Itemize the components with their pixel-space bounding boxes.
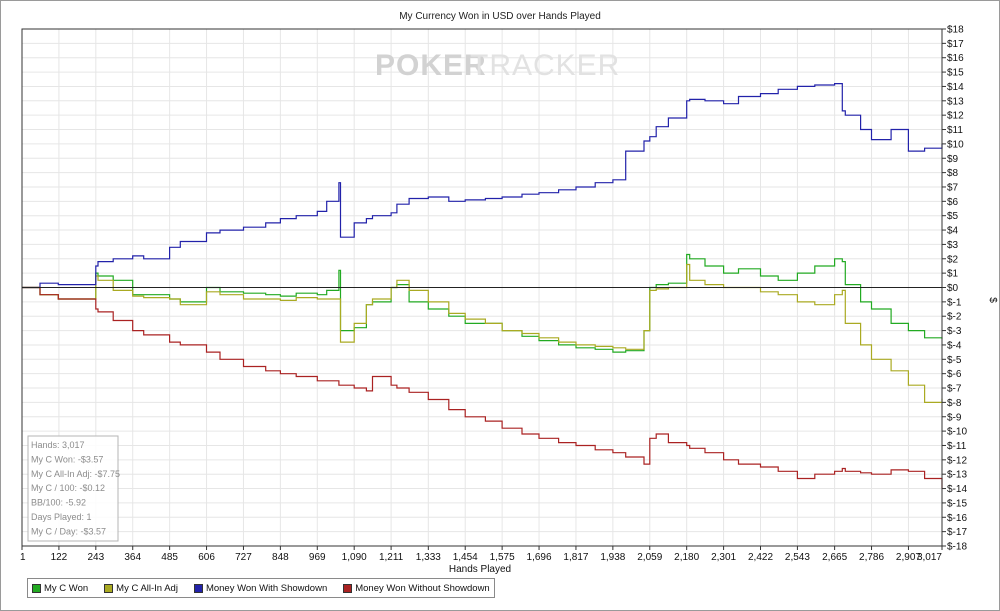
legend-item: Money Won With Showdown bbox=[193, 582, 328, 594]
y-tick-label: $-5 bbox=[947, 355, 962, 366]
x-tick-label: 1,090 bbox=[342, 552, 367, 563]
y-tick-label: $12 bbox=[947, 111, 964, 122]
x-axis-title: Hands Played bbox=[449, 564, 511, 575]
y-tick-label: $-8 bbox=[947, 398, 962, 409]
stats-line: My C / Day: -$3.57 bbox=[31, 526, 106, 536]
x-tick-label: 2,907 bbox=[896, 552, 921, 563]
stats-line: My C All-In Adj: -$7.75 bbox=[31, 469, 120, 479]
y-tick-label: $10 bbox=[947, 139, 964, 150]
y-tick-label: $8 bbox=[947, 168, 959, 179]
x-tick-label: 2,422 bbox=[748, 552, 773, 563]
x-tick-label: 1,938 bbox=[600, 552, 625, 563]
legend-swatch bbox=[343, 583, 353, 593]
x-tick-label: 485 bbox=[161, 552, 178, 563]
x-tick-label: 122 bbox=[51, 552, 68, 563]
x-tick-label: 969 bbox=[309, 552, 326, 563]
stats-panel bbox=[27, 435, 119, 542]
x-tick-label: 1,333 bbox=[416, 552, 441, 563]
y-tick-label: $-14 bbox=[947, 484, 967, 495]
x-tick-label: 364 bbox=[124, 552, 141, 563]
y-tick-label: $5 bbox=[947, 211, 959, 222]
y-axis-title: $ bbox=[987, 297, 998, 303]
legend-item: Money Won Without Showdown bbox=[343, 582, 490, 594]
x-tick-label: 1,575 bbox=[490, 552, 515, 563]
x-tick-label: 1,696 bbox=[527, 552, 552, 563]
y-tick-label: $-3 bbox=[947, 326, 962, 337]
stats-box: Hands: 3,017 My C Won: -$3.57 My C All-In … bbox=[27, 435, 120, 542]
x-tick-label: 606 bbox=[198, 552, 215, 563]
y-tick-label: $11 bbox=[947, 125, 963, 136]
legend-swatch bbox=[104, 583, 114, 593]
series-group bbox=[22, 83, 943, 489]
watermark-text: POKER bbox=[375, 49, 487, 82]
y-tick-label: $0 bbox=[947, 283, 959, 294]
legend: My C Won My C All-In Adj Money Won With Sh… bbox=[27, 578, 495, 598]
x-tick-label: 2,059 bbox=[637, 552, 662, 563]
stats-line: My C Won: -$3.57 bbox=[31, 454, 103, 464]
y-tick-label: $18 bbox=[947, 25, 964, 36]
x-tick-label: 1,211 bbox=[379, 552, 404, 563]
stats-line: My C / 100: -$0.12 bbox=[31, 483, 105, 493]
x-tick-label: 243 bbox=[87, 552, 104, 563]
legend-label: My C All-In Adj bbox=[116, 582, 178, 594]
y-tick-label: $-6 bbox=[947, 369, 962, 380]
y-tick-label: $15 bbox=[947, 68, 964, 79]
chart-title: My Currency Won in USD over Hands Played bbox=[399, 11, 601, 22]
watermark-text: TRACKER bbox=[470, 49, 620, 82]
y-tick-label: $2 bbox=[947, 254, 959, 265]
series-line-2 bbox=[22, 83, 943, 289]
y-tick-label: $6 bbox=[947, 197, 959, 208]
y-tick-label: $-1 bbox=[947, 297, 962, 308]
y-tick-label: $16 bbox=[947, 53, 964, 64]
legend-label: My C Won bbox=[44, 582, 89, 594]
y-tick-label: $14 bbox=[947, 82, 964, 93]
y-tick-label: $-16 bbox=[947, 513, 967, 524]
axes: $18$17$16$15$14$13$12$11$10$9$8$7$6$5$4$… bbox=[20, 25, 967, 564]
y-tick-label: $1 bbox=[947, 269, 959, 280]
y-tick-label: $-12 bbox=[947, 455, 967, 466]
y-tick-label: $3 bbox=[947, 240, 959, 251]
y-tick-label: $-13 bbox=[947, 470, 967, 481]
legend-swatch bbox=[193, 583, 203, 593]
y-tick-label: $-2 bbox=[947, 312, 962, 323]
x-tick-label: 3,017 bbox=[917, 552, 942, 563]
y-tick-label: $-18 bbox=[947, 542, 967, 553]
x-tick-label: 2,543 bbox=[785, 552, 810, 563]
y-tick-label: $7 bbox=[947, 182, 959, 193]
y-tick-label: $17 bbox=[947, 39, 964, 50]
legend-item: My C All-In Adj bbox=[104, 583, 178, 594]
stats-line: BB/100: -5.92 bbox=[31, 498, 86, 508]
stats-line: Days Played: 1 bbox=[31, 512, 92, 522]
y-tick-label: $-17 bbox=[947, 527, 967, 538]
series-line-0 bbox=[22, 253, 943, 353]
legend-swatch bbox=[32, 583, 41, 593]
y-tick-label: $-15 bbox=[947, 498, 967, 509]
x-tick-label: 1 bbox=[20, 552, 26, 563]
x-tick-label: 2,665 bbox=[822, 552, 847, 563]
series-line-3 bbox=[22, 286, 943, 489]
series-line-1 bbox=[22, 263, 943, 403]
x-tick-label: 848 bbox=[272, 552, 289, 563]
x-tick-label: 2,301 bbox=[711, 552, 736, 563]
x-tick-label: 1,454 bbox=[453, 552, 478, 563]
y-tick-label: $4 bbox=[947, 226, 959, 237]
legend-item: My C Won bbox=[32, 583, 88, 594]
y-tick-label: $-4 bbox=[947, 340, 962, 351]
stats-line: Hands: 3,017 bbox=[31, 440, 85, 450]
legend-label: Money Won Without Showdown bbox=[355, 582, 490, 594]
legend-label: Money Won With Showdown bbox=[205, 582, 328, 594]
x-tick-label: 1,817 bbox=[563, 552, 588, 563]
x-tick-label: 2,786 bbox=[859, 552, 884, 563]
y-tick-label: $13 bbox=[947, 96, 964, 107]
y-tick-label: $-7 bbox=[947, 384, 962, 395]
x-tick-label: 727 bbox=[235, 552, 252, 563]
x-tick-label: 2,180 bbox=[674, 552, 699, 563]
y-tick-label: $-11 bbox=[947, 441, 967, 452]
y-tick-label: $-9 bbox=[947, 412, 962, 423]
y-tick-label: $-10 bbox=[947, 427, 967, 438]
y-tick-label: $9 bbox=[947, 154, 959, 165]
